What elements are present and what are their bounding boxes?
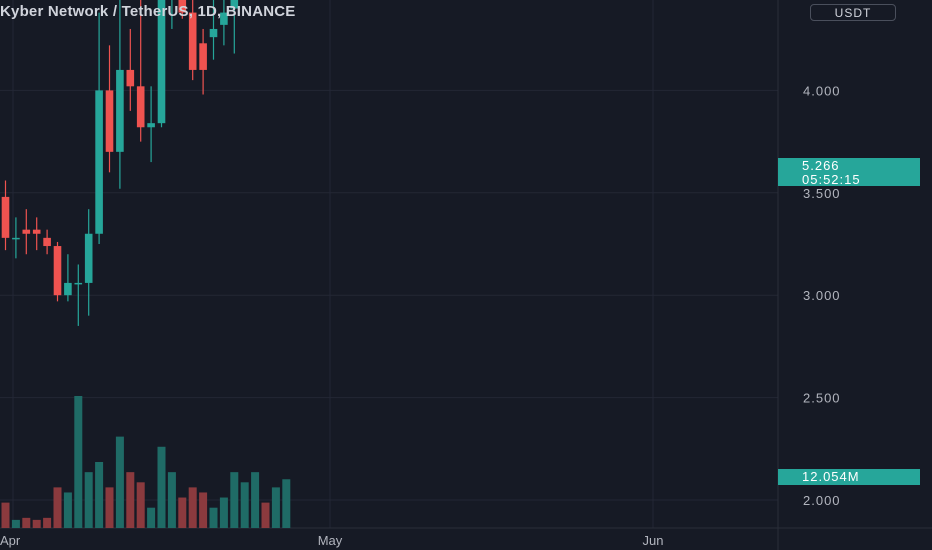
volume-bar	[188, 487, 197, 528]
candle	[43, 229, 51, 255]
candle	[105, 45, 114, 173]
candle-body	[74, 282, 83, 285]
candle-body	[188, 12, 197, 70]
volume-bar	[271, 487, 280, 528]
volume-bar	[240, 482, 249, 528]
volume-bar	[43, 517, 52, 528]
candle	[64, 254, 72, 302]
volume-bar	[1, 502, 10, 528]
candle	[147, 86, 155, 163]
candle	[199, 28, 207, 95]
candle	[209, 0, 218, 60]
candle	[32, 217, 41, 251]
volume-bar	[11, 519, 20, 528]
time-tick-label: May	[318, 533, 343, 548]
last-price-label: 5.266 05:52:15	[778, 158, 920, 186]
volume-bar	[147, 507, 156, 528]
price-tick-label: 4.000	[803, 83, 841, 98]
candle-body	[230, 0, 239, 9]
candle	[188, 0, 197, 81]
bar-countdown: 05:52:15	[802, 172, 861, 187]
volume-bar	[74, 396, 83, 528]
candlesticks	[1, 0, 239, 326]
time-axis[interactable]: Apr May Jun	[0, 533, 663, 548]
candle	[220, 0, 228, 46]
volume-bar	[199, 492, 208, 528]
volume-bar	[126, 472, 135, 528]
candle-body	[32, 229, 41, 234]
chart-title: Kyber Network / TetherUS, 1D, BINANCE	[0, 3, 296, 20]
volume-bar	[157, 446, 166, 528]
candle	[95, 12, 103, 244]
price-tick-label: 3.000	[803, 288, 841, 303]
candle	[116, 0, 124, 189]
volume-bar	[32, 519, 41, 528]
volume-bar	[136, 482, 145, 528]
volume-bar	[282, 479, 291, 528]
candle-body	[147, 123, 155, 128]
candle-body	[178, 0, 187, 13]
candle-body	[199, 43, 207, 70]
candle-body	[95, 90, 103, 234]
volume-bar	[209, 507, 218, 528]
candle	[230, 0, 239, 54]
candle	[12, 217, 20, 259]
volume-bar	[178, 497, 187, 528]
price-tick-label: 2.500	[803, 391, 841, 406]
candle	[178, 0, 187, 19]
volume-bar	[22, 517, 31, 528]
candle	[74, 264, 83, 326]
candle-body	[136, 86, 145, 128]
price-tick-label: 3.500	[803, 186, 841, 201]
price-tick-label: 2.000	[803, 493, 841, 508]
candle-body	[126, 69, 135, 87]
candle-body	[53, 246, 62, 296]
candle	[171, 0, 173, 29]
volume-label: 12.054M	[778, 469, 920, 485]
volume-bar	[63, 492, 72, 528]
candle-body	[84, 233, 93, 283]
candle	[22, 209, 31, 255]
candle-body	[12, 237, 20, 240]
volume-bar	[219, 497, 228, 528]
candle	[136, 0, 145, 142]
volume-bar	[84, 472, 93, 528]
candle-body	[64, 282, 72, 296]
volume-bar	[230, 472, 239, 528]
currency-button[interactable]: USDT	[810, 4, 896, 21]
time-tick-label: Apr	[0, 533, 21, 548]
candle-body	[220, 12, 228, 25]
candle-body	[43, 237, 51, 247]
last-price-value: 5.266	[802, 158, 840, 173]
time-tick-label: Jun	[643, 533, 664, 548]
volume-bar	[251, 472, 260, 528]
candle	[126, 28, 135, 111]
candle	[53, 241, 62, 302]
volume-bar	[167, 472, 176, 528]
volume-bar	[115, 436, 124, 528]
volume-bar	[53, 487, 62, 528]
candle-body	[116, 69, 124, 152]
candle	[157, 0, 166, 128]
candle	[1, 180, 10, 251]
volume-bar	[105, 487, 114, 528]
candle-body	[1, 196, 10, 238]
candle-body	[209, 28, 218, 38]
price-axis[interactable]: 6.5006.0005.5005.0004.5004.0003.5003.000…	[803, 0, 841, 508]
volume-bar	[95, 462, 104, 528]
candle-body	[157, 0, 166, 124]
candle	[84, 209, 93, 316]
volume-bars	[1, 396, 291, 528]
candle-body	[22, 229, 31, 234]
volume-bar	[261, 502, 270, 528]
candle-body	[105, 90, 114, 152]
